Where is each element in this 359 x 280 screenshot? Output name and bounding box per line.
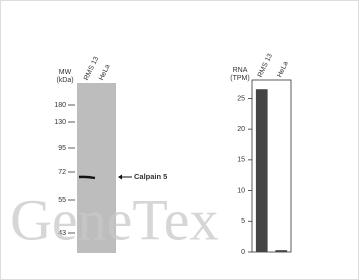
bar: [275, 250, 287, 252]
y-tick-label: 0: [241, 249, 245, 256]
figure: MW (kDa) Calpain 5 RNA (TPM) RMS 13HeLa1…: [0, 0, 359, 280]
y-axis-label: RNA: [233, 67, 248, 74]
y-axis-unit: (TPM): [230, 75, 249, 82]
mw-marker-label: 72: [58, 169, 66, 176]
y-tick-label: 10: [237, 187, 245, 194]
y-tick-label: 5: [241, 218, 245, 225]
watermark: GeneTex: [10, 187, 219, 252]
mw-marker-label: 130: [54, 119, 66, 126]
mw-unit: (kDa): [56, 77, 73, 84]
mw-label: MW: [59, 69, 72, 76]
bar: [256, 89, 268, 252]
mw-marker-label: 180: [54, 102, 66, 109]
mw-marker-label: 95: [58, 145, 66, 152]
y-tick-label: 25: [237, 95, 245, 102]
y-tick-label: 20: [237, 126, 245, 133]
blot-band: [79, 177, 95, 178]
y-tick-label: 15: [237, 157, 245, 164]
band-label: Calpain 5: [134, 172, 167, 181]
